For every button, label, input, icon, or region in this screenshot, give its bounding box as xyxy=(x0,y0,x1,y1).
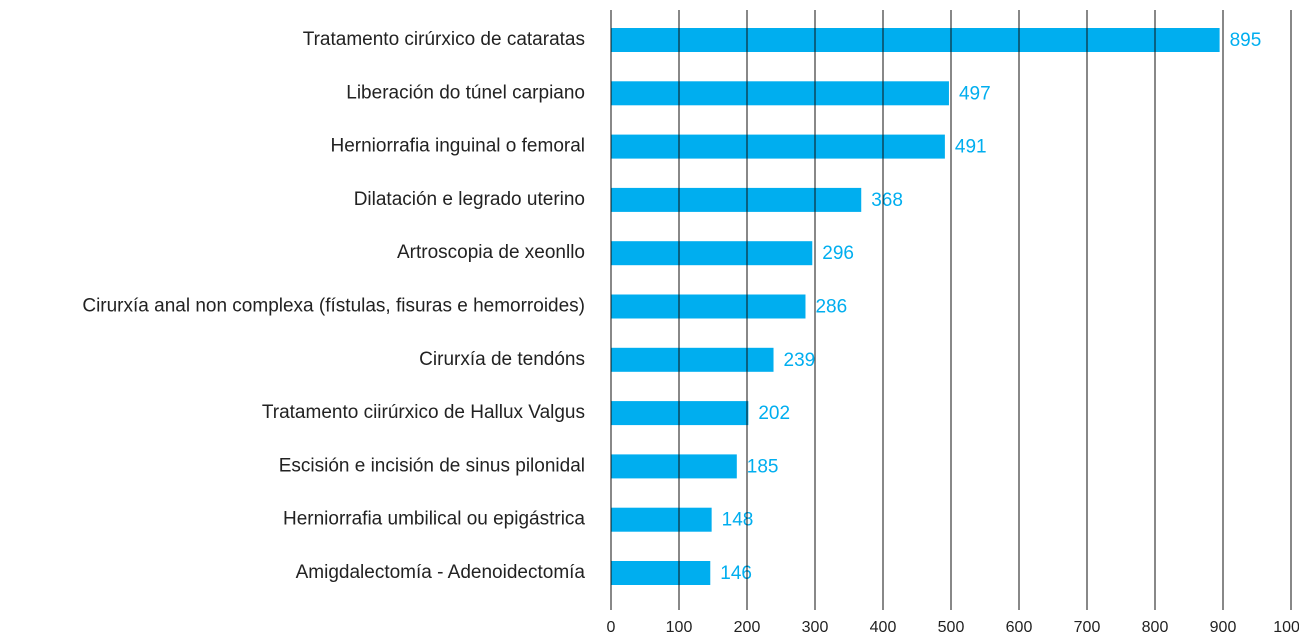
bar xyxy=(611,134,945,159)
y-tick-label: Herniorrafia inguinal o femoral xyxy=(330,136,585,157)
y-tick-label: Cirurxía anal non complexa (fístulas, fi… xyxy=(82,296,585,317)
value-label: 497 xyxy=(959,83,991,104)
bar xyxy=(611,561,711,585)
x-tick-label: 900 xyxy=(1210,619,1237,636)
y-tick-label: Amigdalectomía - Adenoidectomía xyxy=(296,562,586,583)
bar xyxy=(611,28,1220,52)
value-label: 185 xyxy=(747,456,779,477)
y-tick-label: Cirurxía de tendóns xyxy=(419,349,585,370)
x-tick-label: 1000 xyxy=(1273,619,1299,636)
y-tick-label: Dilatación e legrado uterino xyxy=(354,189,585,210)
value-label: 296 xyxy=(822,243,854,264)
y-tick-label: Tratamento cirúrxico de cataratas xyxy=(303,29,585,50)
x-tick-label: 200 xyxy=(734,619,761,636)
value-label: 148 xyxy=(722,510,754,531)
x-tick-label: 100 xyxy=(666,619,693,636)
x-tick-label: 500 xyxy=(938,619,965,636)
value-label: 239 xyxy=(784,350,816,371)
bar xyxy=(611,294,806,319)
bar xyxy=(611,81,949,106)
x-tick-label: 600 xyxy=(1006,619,1033,636)
x-tick-label: 800 xyxy=(1142,619,1169,636)
value-label: 368 xyxy=(871,190,903,211)
bar xyxy=(611,401,749,426)
value-label: 491 xyxy=(955,137,987,158)
x-tick-label: 400 xyxy=(870,619,897,636)
value-label: 202 xyxy=(758,403,790,424)
x-tick-label: 0 xyxy=(607,619,616,636)
x-tick-label: 700 xyxy=(1074,619,1101,636)
bar xyxy=(611,187,862,212)
value-label: 146 xyxy=(720,563,752,584)
bar xyxy=(611,454,737,479)
y-tick-label: Escisión e incisión de sinus pilonidal xyxy=(279,455,585,476)
bar xyxy=(611,507,712,532)
bar xyxy=(611,241,813,266)
x-tick-label: 300 xyxy=(802,619,829,636)
y-tick-label: Herniorrafia umbilical ou epigástrica xyxy=(283,509,585,530)
value-label: 286 xyxy=(815,297,847,318)
y-tick-label: Liberación do túnel carpiano xyxy=(346,82,585,103)
bar xyxy=(611,347,774,372)
value-label: 895 xyxy=(1230,30,1262,51)
y-tick-label: Artroscopia de xeonllo xyxy=(397,242,585,263)
y-tick-label: Tratamento ciirúrxico de Hallux Valgus xyxy=(262,402,585,423)
